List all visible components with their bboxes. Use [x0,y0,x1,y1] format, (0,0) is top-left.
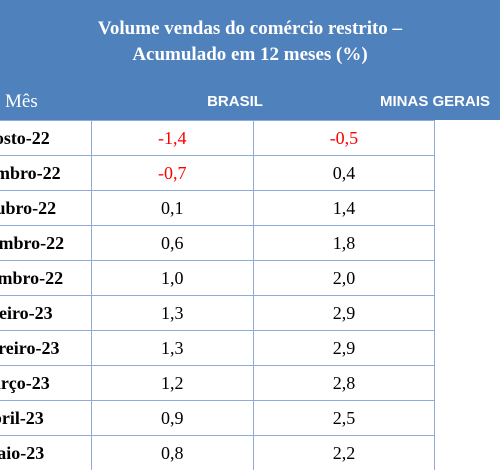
table-title-line-2: Acumulado em 12 meses (%) [132,43,368,65]
month-cell: maio-23 [0,435,92,470]
table-row: outubro-220,11,4 [0,190,436,226]
brasil-cell: 0,9 [90,400,254,436]
minas-gerais-cell: 1,4 [252,190,436,226]
table-row: setembro-22-0,70,4 [0,155,436,191]
month-cell: março-23 [0,365,92,401]
minas-gerais-cell: 2,9 [252,295,436,331]
data-table: agosto-22-1,4-0,5setembro-22-0,70,4outub… [0,120,436,470]
month-cell: abril-23 [0,400,92,436]
minas-gerais-cell: 2,8 [252,365,436,401]
header-minas-gerais: MINAS GERAIS [380,93,491,110]
minas-gerais-cell: 1,8 [252,225,436,261]
table-row: abril-230,92,5 [0,400,436,436]
month-cell: janeiro-23 [0,295,92,331]
brasil-cell: 1,3 [90,330,254,366]
month-cell: novembro-22 [0,225,92,261]
minas-gerais-cell: 2,5 [252,400,436,436]
brasil-cell: -0,7 [90,155,254,191]
table-row: dezembro-221,02,0 [0,260,436,296]
table-header: Mês BRASIL MINAS GERAIS [0,83,500,120]
table-row: maio-230,82,2 [0,435,436,470]
brasil-cell: -1,4 [90,120,254,156]
brasil-cell: 1,0 [90,260,254,296]
minas-gerais-cell: 2,2 [252,435,436,470]
month-cell: agosto-22 [0,120,92,156]
brasil-cell: 0,1 [90,190,254,226]
minas-gerais-cell: -0,5 [252,120,436,156]
month-cell: outubro-22 [0,190,92,226]
table-row: fevereiro-231,32,9 [0,330,436,366]
brasil-cell: 1,2 [90,365,254,401]
minas-gerais-cell: 2,9 [252,330,436,366]
month-cell: setembro-22 [0,155,92,191]
table-title: Volume vendas do comércio restrito – Acu… [0,0,500,83]
table-title-line-1: Volume vendas do comércio restrito – [97,17,403,39]
table-row: agosto-22-1,4-0,5 [0,120,436,156]
month-cell: dezembro-22 [0,260,92,296]
table-row: janeiro-231,32,9 [0,295,436,331]
minas-gerais-cell: 0,4 [252,155,436,191]
table-row: março-231,22,8 [0,365,436,401]
month-cell: fevereiro-23 [0,330,92,366]
minas-gerais-cell: 2,0 [252,260,436,296]
brasil-cell: 0,8 [90,435,254,470]
header-brasil: BRASIL [207,93,263,110]
header-mes: Mês [5,91,38,112]
brasil-cell: 0,6 [90,225,254,261]
brasil-cell: 1,3 [90,295,254,331]
table-row: novembro-220,61,8 [0,225,436,261]
